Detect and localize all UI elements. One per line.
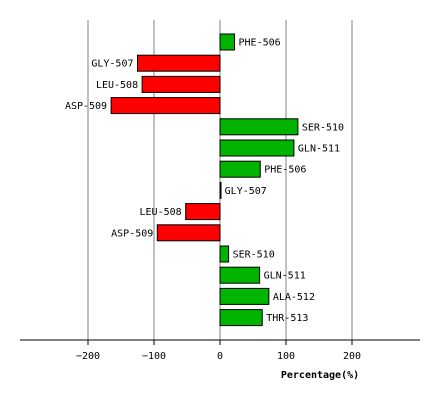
tick-layer: −200 −100 0 100 200 xyxy=(76,340,361,362)
bar xyxy=(219,33,236,51)
bar-label: PHE-506 xyxy=(264,165,306,176)
bar-layer xyxy=(110,33,299,327)
x-tick-label: 200 xyxy=(343,351,361,362)
bar-label: ALA-512 xyxy=(273,292,315,303)
bar-label: GLN-511 xyxy=(298,144,340,155)
bar xyxy=(219,181,222,199)
bar xyxy=(219,118,299,136)
bar-label: PHE-506 xyxy=(239,38,281,49)
bar-label: LEU-508 xyxy=(140,207,182,218)
bar-label: GLY-507 xyxy=(91,59,133,70)
bar-label: SER-510 xyxy=(302,122,344,133)
bar-label: GLN-511 xyxy=(264,271,306,282)
bar xyxy=(219,245,230,263)
label-layer: PHE-506 GLY-507 LEU-508 ASP-509 SER-510 GLN-5… xyxy=(65,38,344,325)
bar xyxy=(141,75,221,93)
bar xyxy=(219,287,270,305)
bar xyxy=(219,139,295,157)
grid-layer xyxy=(87,20,353,340)
bar-label: GLY-507 xyxy=(225,186,267,197)
x-tick-label: 0 xyxy=(217,351,223,362)
x-tick-label: 100 xyxy=(277,351,295,362)
bar xyxy=(110,97,221,115)
bar-label: LEU-508 xyxy=(96,80,138,91)
bar xyxy=(185,203,221,221)
x-tick-label: −100 xyxy=(142,351,166,362)
bar xyxy=(137,54,221,72)
bar-label: THR-513 xyxy=(266,313,308,324)
bar xyxy=(219,160,261,178)
x-axis-title: Percentage(%) xyxy=(281,370,359,381)
bar-label: ASP-509 xyxy=(111,228,153,239)
x-tick-label: −200 xyxy=(76,351,100,362)
bar xyxy=(156,224,221,242)
bar-label: SER-510 xyxy=(233,250,275,261)
bar xyxy=(219,309,263,327)
bar xyxy=(219,266,261,284)
bar-label: ASP-509 xyxy=(65,101,107,112)
